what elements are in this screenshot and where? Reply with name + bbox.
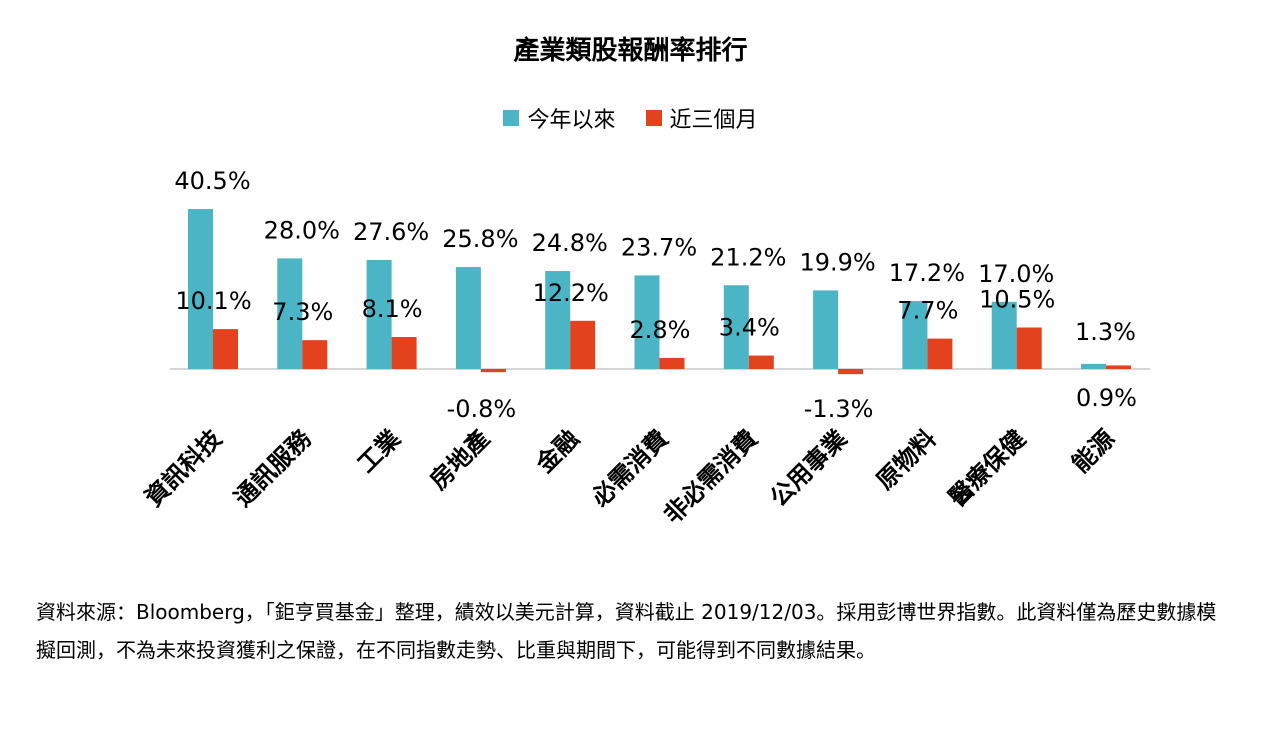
label-3m-7: -1.3% [804,395,874,423]
legend-label-ytd: 今年以來 [527,108,616,133]
footnote: 資料來源：Bloomberg，「鉅亨買基金」整理，績效以美元計算，資料截止 20… [36,600,1217,662]
category-label-8: 原物料 [871,424,942,495]
label-3m-8: 7.7% [897,297,958,325]
legend-swatch-ytd [503,110,520,126]
label-3m-2: 8.1% [362,295,423,323]
bar-ytd-7 [813,290,839,369]
bar-3m-0 [213,329,238,369]
bar-ytd-8 [902,301,928,369]
category-label-9: 醫療保健 [943,424,1031,512]
label-3m-1: 7.3% [272,298,333,326]
bar-3m-2 [391,337,417,369]
label-ytd-6: 21.2% [710,243,786,271]
legend-item-ytd: 今年以來 [503,102,616,134]
bar-ytd-1 [277,258,303,369]
label-ytd-10: 1.3% [1075,318,1136,346]
bar-ytd-9 [991,301,1017,369]
label-ytd-1: 28.0% [264,216,340,244]
bar-3m-8 [927,338,953,369]
label-3m-4: 12.2% [533,279,609,307]
bar-3m-6 [748,355,774,369]
chart-title: 產業類股報酬率排行 [513,36,748,66]
label-3m-3: -0.8% [447,395,517,423]
bar-ytd-6 [723,285,749,369]
category-label-3: 房地產 [424,424,495,495]
label-3m-0: 10.1% [175,287,251,315]
label-3m-6: 3.4% [719,314,780,342]
label-ytd-2: 27.6% [353,218,429,246]
bar-3m-10 [1106,365,1131,369]
bar-ytd-5 [634,275,660,369]
category-label-4: 金融 [530,424,584,478]
label-3m-10: 0.9% [1076,384,1137,412]
bar-ytd-4 [545,271,571,369]
bar-chart: 40.5% 10.1% 資訊科技 28.0% 7.3% 通訊服務 27.6% 8.1% 工業 25… [140,167,1150,529]
label-ytd-4: 24.8% [532,229,608,257]
bar-3m-9 [1016,327,1042,369]
bar-ytd-2 [366,259,392,369]
label-3m-5: 2.8% [630,316,691,344]
category-label-2: 工業 [352,424,406,478]
bar-3m-7 [838,369,864,375]
legend: 今年以來 近三個月 [0,102,1261,134]
category-label-0: 資訊科技 [140,424,228,512]
label-ytd-7: 19.9% [799,248,875,276]
label-3m-9: 10.5% [979,286,1055,314]
bar-3m-4 [570,320,596,369]
category-label-5: 必需消費 [586,424,674,512]
label-ytd-5: 23.7% [621,233,697,261]
category-label-6: 非必需消費 [658,424,763,529]
label-ytd-9: 17.0% [978,260,1054,288]
category-label-7: 公用事業 [765,424,853,512]
bar-ytd-0 [188,209,213,369]
label-ytd-0: 40.5% [174,167,250,195]
legend-label-3m: 近三個月 [669,108,758,133]
label-ytd-3: 25.8% [442,225,518,253]
bar-3m-5 [659,357,685,369]
label-ytd-8: 17.2% [889,259,965,287]
bar-3m-3 [480,369,506,373]
legend-swatch-3m [645,110,662,126]
category-label-10: 能源 [1067,424,1121,478]
legend-item-3m: 近三個月 [645,102,758,134]
bar-3m-1 [302,340,328,369]
bar-ytd-10 [1081,363,1106,369]
bar-ytd-3 [455,267,481,369]
category-label-1: 通訊服務 [229,424,317,512]
